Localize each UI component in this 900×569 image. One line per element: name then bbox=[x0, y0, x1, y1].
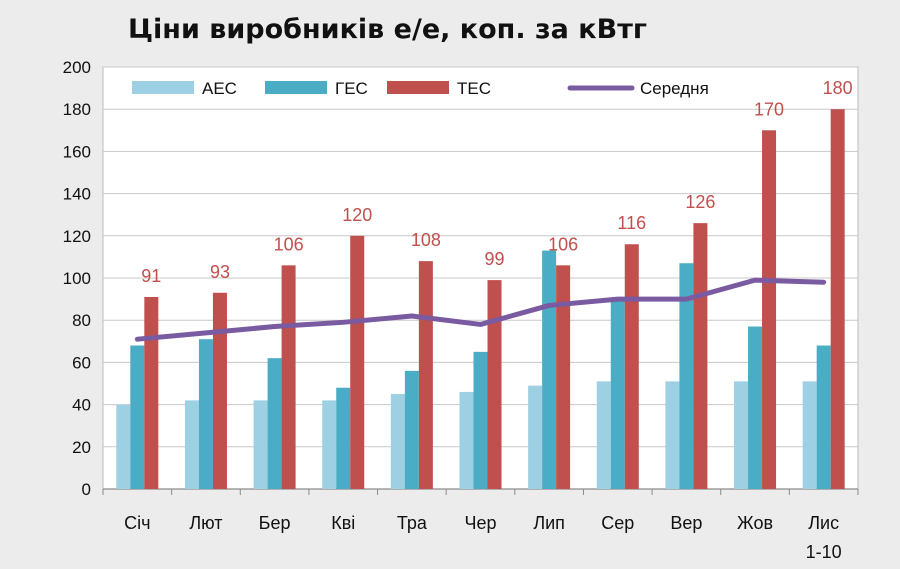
bar-1 bbox=[473, 351, 488, 489]
series-line-0 bbox=[134, 277, 827, 342]
bar-2 bbox=[144, 296, 159, 489]
bar-2 bbox=[624, 244, 639, 489]
bar-2 bbox=[830, 109, 845, 489]
x-tick-label: Кві bbox=[331, 513, 355, 533]
bar-2 bbox=[281, 265, 296, 489]
x-tick-label: Лис 1-10 bbox=[806, 513, 842, 562]
legend-swatch bbox=[132, 81, 194, 94]
bar-0 bbox=[184, 400, 199, 489]
bar-1 bbox=[336, 387, 351, 489]
y-tick-label: 200 bbox=[63, 58, 91, 77]
bar-0 bbox=[734, 381, 749, 489]
y-tick-label: 80 bbox=[72, 311, 91, 330]
bar-1 bbox=[679, 263, 694, 489]
data-label: 170 bbox=[754, 99, 784, 119]
bar-0 bbox=[322, 400, 337, 489]
y-tick-label: 180 bbox=[63, 100, 91, 119]
bar-1 bbox=[748, 326, 763, 489]
bar-0 bbox=[528, 385, 543, 489]
bar-1 bbox=[610, 301, 625, 489]
x-tick-label: Чер bbox=[464, 513, 496, 533]
data-labels: 91 93 106 120 108 99 106 116 126 170 180 bbox=[141, 78, 852, 286]
data-label: 180 bbox=[823, 78, 853, 98]
bar-0 bbox=[390, 394, 405, 489]
legend-swatch bbox=[387, 81, 449, 94]
data-label: 116 bbox=[617, 213, 646, 233]
bar-1 bbox=[404, 370, 419, 489]
bar-0 bbox=[665, 381, 680, 489]
y-tick-label: 120 bbox=[63, 227, 91, 246]
bar-1 bbox=[542, 250, 557, 489]
data-label: 106 bbox=[548, 234, 578, 254]
data-label: 106 bbox=[274, 234, 304, 254]
y-tick-label: 140 bbox=[63, 185, 91, 204]
bar-0 bbox=[459, 391, 474, 489]
line-layer bbox=[134, 277, 827, 342]
bar-0 bbox=[802, 381, 817, 489]
bar-2 bbox=[487, 280, 502, 489]
bar-0 bbox=[116, 404, 131, 489]
x-tick-label: Тра bbox=[397, 513, 428, 533]
axis-labels: 0 20 40 60 80 100 120 140 160 180 200 Січ Лют Бер Кві Т… bbox=[63, 58, 842, 562]
bar-1 bbox=[130, 345, 145, 489]
x-tick-label: Січ bbox=[124, 513, 150, 533]
y-tick-label: 0 bbox=[82, 480, 91, 499]
x-tick-label: Жов bbox=[737, 513, 773, 533]
data-label: 91 bbox=[141, 266, 161, 286]
bar-1 bbox=[198, 339, 213, 489]
x-tick-label: Сер bbox=[601, 513, 634, 533]
bars-layer bbox=[116, 109, 845, 490]
grid-lines bbox=[102, 66, 859, 495]
data-label: 120 bbox=[342, 205, 372, 225]
x-tick-label: Лип bbox=[533, 513, 565, 533]
legend-label: АЕС bbox=[202, 79, 237, 98]
chart-title: Ціни виробників е/е, коп. за кВтг bbox=[128, 14, 647, 45]
y-tick-label: 40 bbox=[72, 396, 91, 415]
bar-2 bbox=[762, 130, 777, 490]
legend-swatch bbox=[265, 81, 327, 94]
bar-1 bbox=[816, 345, 831, 489]
legend: АЕС ГЕС ТЕС Середня bbox=[132, 79, 709, 98]
x-tick-label: Лют bbox=[189, 513, 222, 533]
bar-0 bbox=[596, 381, 611, 489]
bar-1 bbox=[267, 358, 282, 489]
bar-2 bbox=[350, 235, 365, 489]
legend-label: ГЕС bbox=[335, 79, 368, 98]
data-label: 126 bbox=[685, 192, 715, 212]
bar-0 bbox=[253, 400, 268, 489]
x-tick-label: Вер bbox=[670, 513, 702, 533]
x-tick-label: Бер bbox=[259, 513, 291, 533]
y-tick-label: 60 bbox=[72, 353, 91, 372]
data-label: 93 bbox=[210, 262, 230, 282]
y-tick-label: 20 bbox=[72, 438, 91, 457]
y-tick-label: 100 bbox=[63, 269, 91, 288]
bar-2 bbox=[418, 261, 433, 489]
legend-label: Середня bbox=[640, 79, 709, 98]
legend-label: ТЕС bbox=[457, 79, 491, 98]
data-label: 99 bbox=[484, 249, 504, 269]
bar-2 bbox=[556, 265, 571, 489]
data-label: 108 bbox=[411, 230, 441, 250]
bar-2 bbox=[212, 292, 227, 489]
bar-2 bbox=[693, 223, 708, 489]
y-tick-label: 160 bbox=[63, 142, 91, 161]
